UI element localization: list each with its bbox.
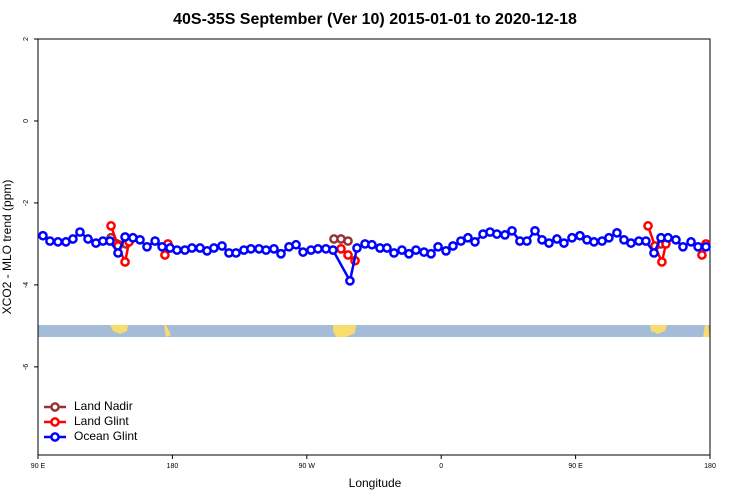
data-point <box>426 248 436 259</box>
legend-marker <box>50 402 60 412</box>
data-point <box>559 238 569 248</box>
land-shape <box>164 325 171 337</box>
data-point <box>150 236 160 246</box>
data-point <box>120 257 130 267</box>
data-point <box>291 239 301 250</box>
data-point <box>276 248 286 259</box>
data-point <box>397 245 407 255</box>
chart-title: 40S-35S September (Ver 10) 2015-01-01 to… <box>173 11 577 28</box>
data-point <box>604 232 614 243</box>
legend-label: Land Nadir <box>74 399 133 413</box>
data-point <box>686 237 696 247</box>
x-tick-label: 180 <box>167 463 179 470</box>
legend-marker <box>50 417 60 427</box>
data-point <box>75 227 85 237</box>
data-point <box>552 234 562 244</box>
data-point <box>693 241 703 252</box>
data-point <box>352 243 362 253</box>
data-point <box>172 245 182 255</box>
data-point <box>522 236 532 246</box>
data-point <box>382 243 392 253</box>
data-point <box>217 241 227 251</box>
data-point <box>500 230 510 240</box>
data-point <box>544 238 554 248</box>
data-point <box>448 241 458 251</box>
legend-marker <box>50 432 60 442</box>
data-point <box>38 230 48 241</box>
data-point <box>575 230 585 241</box>
data-point <box>106 221 116 231</box>
data-point <box>389 248 399 258</box>
data-point <box>113 248 123 258</box>
y-tick-label: -6 <box>23 364 30 370</box>
data-point <box>160 250 170 260</box>
data-point <box>530 225 540 236</box>
data-point <box>53 237 63 247</box>
data-point <box>441 246 451 256</box>
data-point <box>649 248 659 258</box>
data-point <box>404 248 414 259</box>
data-point <box>209 243 219 253</box>
data-point <box>120 232 130 242</box>
data-point <box>343 236 353 246</box>
data-point <box>612 228 622 238</box>
data-point <box>105 236 115 246</box>
data-point <box>626 238 636 248</box>
data-point <box>507 225 517 236</box>
data-point <box>313 243 323 254</box>
x-tick-label: 90 E <box>568 463 583 470</box>
data-point <box>678 241 688 252</box>
land-shape <box>703 325 710 337</box>
x-tick-label: 180 <box>704 463 716 470</box>
x-tick-label: 0 <box>439 463 443 470</box>
data-point <box>45 236 55 246</box>
data-point <box>298 247 308 257</box>
data-point <box>261 245 271 255</box>
data-point <box>492 229 502 239</box>
land-shape <box>333 325 356 337</box>
y-tick-label: 0 <box>23 119 30 123</box>
data-point <box>269 243 279 254</box>
data-point <box>433 241 443 252</box>
data-point <box>83 234 93 244</box>
data-point <box>328 245 338 255</box>
data-point <box>657 257 667 267</box>
data-point <box>643 221 653 231</box>
data-point <box>142 241 152 252</box>
data-point <box>671 234 681 245</box>
x-tick-label: 90 E <box>31 463 46 470</box>
data-point <box>157 241 167 252</box>
data-point <box>367 239 377 250</box>
data-point <box>701 241 711 252</box>
land-shape <box>110 325 128 334</box>
data-point <box>589 237 599 247</box>
data-point <box>641 236 651 246</box>
data-point <box>463 232 473 243</box>
y-axis-label: XCO2 - MLO trend (ppm) <box>0 180 14 315</box>
data-point <box>246 243 256 254</box>
data-point <box>336 243 346 254</box>
y-tick-label: -4 <box>23 282 30 288</box>
data-point <box>663 232 673 243</box>
ocean-band <box>38 325 710 337</box>
y-tick-label: 2 <box>23 37 30 41</box>
data-point <box>231 248 241 258</box>
data-point <box>345 275 355 286</box>
legend-label: Land Glint <box>74 414 129 428</box>
data-point <box>470 237 480 247</box>
x-axis-label: Longitude <box>349 476 402 490</box>
data-point <box>343 250 353 260</box>
data-point <box>697 250 707 260</box>
y-tick-label: -2 <box>23 200 30 206</box>
data-point <box>135 234 145 245</box>
data-point <box>567 232 577 243</box>
x-tick-label: 90 W <box>299 463 316 470</box>
legend-label: Ocean Glint <box>74 429 138 443</box>
land-shape <box>650 325 667 334</box>
map-strip <box>38 325 710 337</box>
data-point <box>411 245 421 255</box>
data-point <box>68 234 78 244</box>
data-point <box>187 243 197 253</box>
